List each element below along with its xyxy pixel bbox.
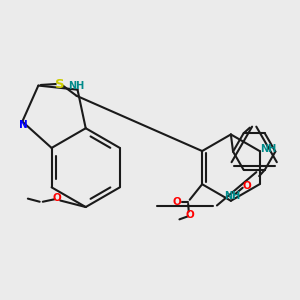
Text: N: N xyxy=(20,120,28,130)
Text: O: O xyxy=(242,181,251,191)
Text: S: S xyxy=(55,77,64,91)
Text: NH: NH xyxy=(224,191,241,201)
Text: O: O xyxy=(173,197,182,207)
Text: O: O xyxy=(53,193,62,203)
Text: O: O xyxy=(185,210,194,220)
Text: NH: NH xyxy=(68,81,84,91)
Text: NH: NH xyxy=(260,145,276,154)
